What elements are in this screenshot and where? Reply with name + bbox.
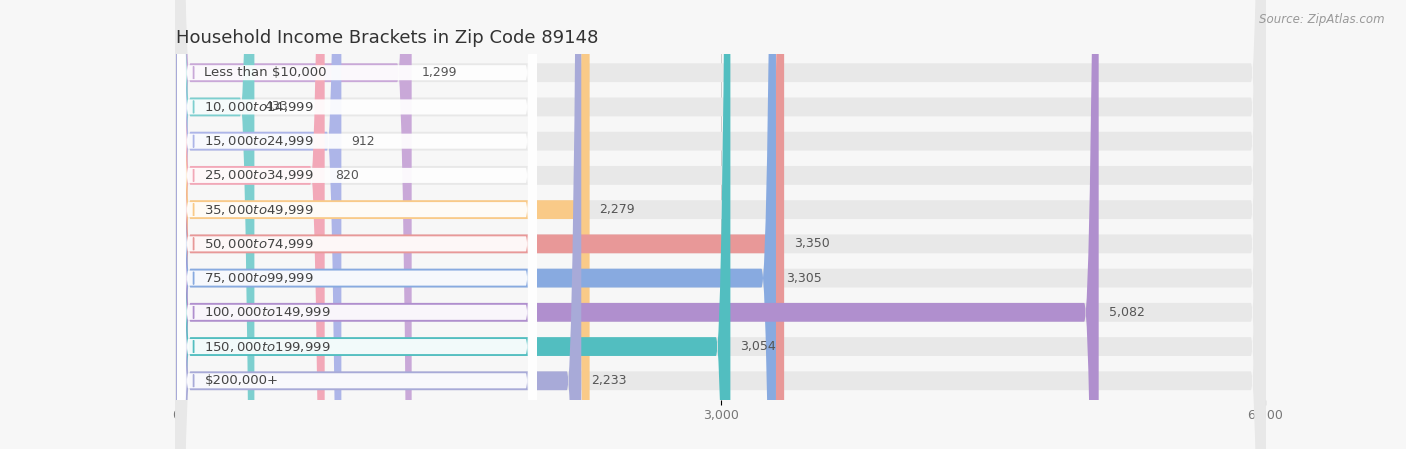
Text: Source: ZipAtlas.com: Source: ZipAtlas.com [1260,13,1385,26]
FancyBboxPatch shape [177,0,537,449]
FancyBboxPatch shape [176,0,1265,449]
FancyBboxPatch shape [176,0,325,449]
Text: 3,350: 3,350 [794,238,830,251]
FancyBboxPatch shape [176,0,581,449]
FancyBboxPatch shape [176,0,1265,449]
FancyBboxPatch shape [176,0,1265,449]
Text: $75,000 to $99,999: $75,000 to $99,999 [204,271,314,285]
FancyBboxPatch shape [177,0,537,449]
Text: $25,000 to $34,999: $25,000 to $34,999 [204,168,314,182]
FancyBboxPatch shape [177,0,537,449]
FancyBboxPatch shape [176,0,412,449]
Text: $150,000 to $199,999: $150,000 to $199,999 [204,339,330,353]
FancyBboxPatch shape [176,0,1098,449]
FancyBboxPatch shape [177,0,537,449]
FancyBboxPatch shape [176,0,730,449]
FancyBboxPatch shape [177,0,537,449]
FancyBboxPatch shape [176,0,1265,449]
Text: 433: 433 [264,101,288,114]
FancyBboxPatch shape [176,0,342,449]
FancyBboxPatch shape [176,0,1265,449]
Text: 3,054: 3,054 [741,340,776,353]
FancyBboxPatch shape [176,0,785,449]
Text: $100,000 to $149,999: $100,000 to $149,999 [204,305,330,319]
FancyBboxPatch shape [176,0,254,449]
FancyBboxPatch shape [176,0,1265,449]
Text: $200,000+: $200,000+ [204,374,278,387]
Text: 820: 820 [335,169,359,182]
FancyBboxPatch shape [177,0,537,449]
FancyBboxPatch shape [176,0,1265,449]
FancyBboxPatch shape [177,0,537,449]
Text: $35,000 to $49,999: $35,000 to $49,999 [204,202,314,216]
Text: 1,299: 1,299 [422,66,457,79]
FancyBboxPatch shape [176,0,589,449]
FancyBboxPatch shape [176,0,1265,449]
Text: 912: 912 [352,135,375,148]
Text: Household Income Brackets in Zip Code 89148: Household Income Brackets in Zip Code 89… [176,29,598,47]
FancyBboxPatch shape [177,0,537,449]
Text: 3,305: 3,305 [786,272,821,285]
FancyBboxPatch shape [177,0,537,449]
Text: 5,082: 5,082 [1109,306,1144,319]
Text: Less than $10,000: Less than $10,000 [204,66,328,79]
Text: 2,279: 2,279 [599,203,636,216]
Text: $50,000 to $74,999: $50,000 to $74,999 [204,237,314,251]
Text: $15,000 to $24,999: $15,000 to $24,999 [204,134,314,148]
FancyBboxPatch shape [177,0,537,449]
FancyBboxPatch shape [176,0,1265,449]
Text: 2,233: 2,233 [592,374,627,387]
Text: $10,000 to $14,999: $10,000 to $14,999 [204,100,314,114]
FancyBboxPatch shape [176,0,776,449]
FancyBboxPatch shape [176,0,1265,449]
